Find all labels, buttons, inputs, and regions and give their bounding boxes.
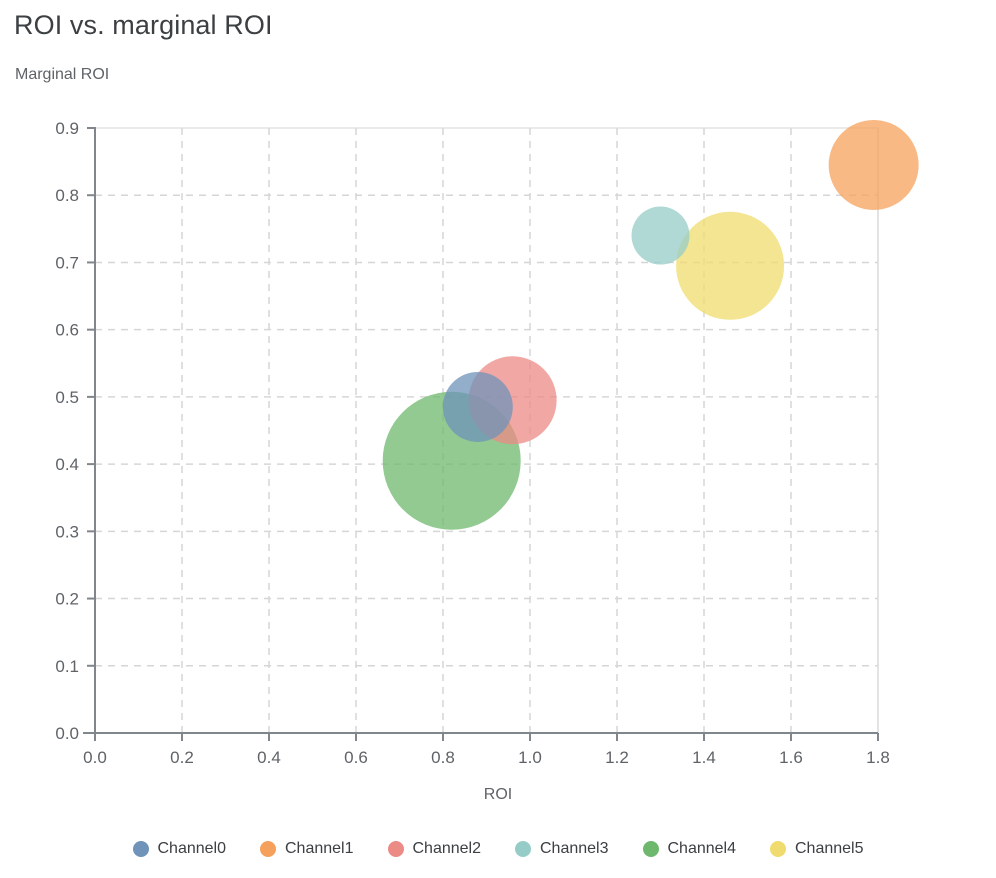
y-tick-label: 0.1 — [55, 657, 79, 676]
y-tick-label: 0.0 — [55, 724, 79, 743]
legend-item[interactable]: Channel2 — [387, 840, 482, 858]
bubble-point[interactable] — [442, 371, 513, 442]
axis-lines — [83, 127, 879, 741]
legend-item[interactable]: Channel4 — [642, 840, 737, 858]
bubble-point[interactable] — [676, 211, 785, 320]
legend-swatch-circle-icon — [132, 841, 149, 857]
legend-swatch-circle-icon — [770, 841, 786, 857]
x-tick-label: 1.8 — [866, 748, 890, 767]
x-tick-label: 1.6 — [779, 748, 803, 767]
legend-item[interactable]: Channel0 — [132, 840, 227, 858]
legend-item[interactable]: Channel3 — [515, 840, 609, 858]
x-tick-label: 1.0 — [518, 748, 542, 767]
x-tick-label: 1.4 — [692, 748, 716, 767]
bubble-point[interactable] — [828, 119, 919, 210]
y-tick-label: 0.6 — [55, 321, 79, 340]
y-axis-title: Marginal ROI — [15, 66, 110, 83]
y-tick-label: 0.5 — [55, 388, 79, 407]
x-axis-title: ROI — [483, 786, 513, 803]
x-tick-label: 0.2 — [170, 748, 194, 767]
legend-item-label: Channel4 — [667, 840, 737, 857]
plot-area: 0.0 0.1 0.2 0.3 0.4 0.5 0.6 0.7 0.8 0.9 0.0 0.2 0.4 0… — [55, 119, 919, 767]
bubble-point[interactable] — [631, 206, 690, 265]
x-tick-label: 0.4 — [257, 748, 281, 767]
legend-item[interactable]: Channel5 — [770, 840, 864, 858]
y-tick-label: 0.8 — [55, 186, 79, 205]
legend-item[interactable]: Channel1 — [260, 840, 354, 858]
chart-title: ROI vs. marginal ROI — [14, 10, 273, 40]
y-tick-label: 0.7 — [55, 253, 79, 272]
y-tick-label: 0.9 — [55, 119, 79, 138]
bubble-series-layer — [382, 119, 919, 530]
x-tick-label: 0.6 — [344, 748, 368, 767]
legend-item-label: Channel2 — [412, 840, 482, 857]
x-tick-label: 0.0 — [83, 748, 107, 767]
chart-legend: Channel0 Channel1 Channel2 Channel3 Channel4… — [0, 840, 996, 858]
legend-swatch-circle-icon — [387, 841, 404, 857]
legend-item-label: Channel0 — [157, 840, 227, 857]
x-tick-label: 1.2 — [605, 748, 629, 767]
x-tick-label: 0.8 — [431, 748, 455, 767]
y-tick-label: 0.3 — [55, 522, 79, 541]
y-tick-label: 0.2 — [55, 590, 79, 609]
axis-tick-labels: 0.0 0.1 0.2 0.3 0.4 0.5 0.6 0.7 0.8 0.9 0.0 0.2 0.4 0… — [55, 119, 889, 767]
legend-item-label: Channel1 — [285, 840, 354, 857]
legend-swatch-circle-icon — [642, 841, 659, 857]
legend-swatch-circle-icon — [260, 841, 276, 857]
legend-item-label: Channel5 — [795, 840, 864, 857]
y-tick-label: 0.4 — [55, 455, 79, 474]
legend-swatch-circle-icon — [515, 841, 531, 857]
legend-item-label: Channel3 — [540, 840, 609, 857]
